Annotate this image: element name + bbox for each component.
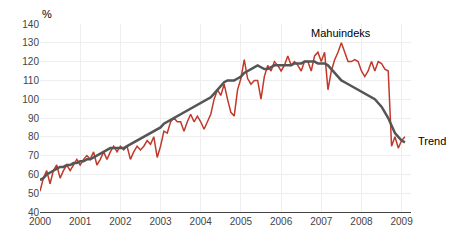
svg-text:70: 70: [28, 150, 40, 161]
svg-text:2006: 2006: [270, 216, 293, 227]
svg-text:50: 50: [28, 188, 40, 199]
svg-text:120: 120: [22, 56, 39, 67]
svg-text:100: 100: [22, 94, 39, 105]
svg-text:130: 130: [22, 37, 39, 48]
svg-text:%: %: [42, 8, 52, 20]
svg-text:2004: 2004: [190, 216, 213, 227]
svg-text:2002: 2002: [109, 216, 132, 227]
svg-text:110: 110: [23, 75, 39, 86]
svg-text:Trend: Trend: [418, 135, 446, 147]
svg-text:Mahuindeks: Mahuindeks: [311, 27, 371, 39]
svg-text:2003: 2003: [149, 216, 172, 227]
svg-text:40: 40: [28, 207, 40, 218]
svg-text:2009: 2009: [390, 216, 413, 227]
svg-text:2005: 2005: [230, 216, 253, 227]
svg-text:140: 140: [22, 19, 39, 30]
svg-text:2001: 2001: [69, 216, 92, 227]
svg-text:2008: 2008: [350, 216, 373, 227]
svg-text:60: 60: [28, 169, 40, 180]
svg-text:80: 80: [28, 131, 40, 142]
svg-text:90: 90: [28, 113, 40, 124]
svg-text:2000: 2000: [29, 216, 52, 227]
svg-text:2007: 2007: [310, 216, 333, 227]
